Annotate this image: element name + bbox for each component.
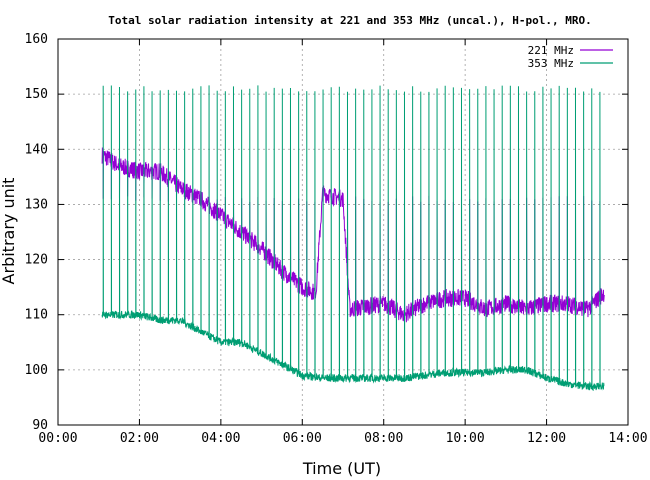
x-axis-label: Time (UT) (302, 459, 381, 478)
y-tick-label: 140 (25, 142, 48, 157)
series-layer (101, 85, 605, 392)
y-tick-label: 100 (25, 363, 48, 378)
x-tick-label: 06:00 (283, 431, 322, 446)
y-tick-label: 110 (25, 308, 48, 323)
y-tick-labels: 90 100 110 120 130 140 150 160 (25, 32, 48, 433)
x-tick-label: 12:00 (527, 431, 566, 446)
y-tick-label: 130 (25, 197, 48, 212)
legend-label: 353 MHz (528, 57, 574, 70)
legend-label: 221 MHz (528, 44, 574, 57)
y-tick-label: 90 (32, 418, 48, 433)
y-tick-label: 150 (25, 87, 48, 102)
y-tick-label: 160 (25, 32, 48, 47)
x-tick-label: 10:00 (446, 431, 485, 446)
x-tick-label: 14:00 (608, 431, 647, 446)
chart-title: Total solar radiation intensity at 221 a… (108, 14, 591, 27)
x-tick-label: 02:00 (120, 431, 159, 446)
x-tick-label: 08:00 (364, 431, 403, 446)
y-tick-label: 120 (25, 253, 48, 268)
series-line (101, 147, 605, 323)
axis-ticks (57, 38, 629, 426)
plot-frame (57, 38, 629, 426)
series-line (101, 85, 605, 392)
x-tick-label: 04:00 (201, 431, 240, 446)
x-tick-labels: 00:00 02:00 04:00 06:00 08:00 10:00 12:00 14:00 (38, 431, 647, 446)
y-axis-label: Arbitrary unit (0, 178, 18, 285)
x-tick-label: 00:00 (38, 431, 77, 446)
